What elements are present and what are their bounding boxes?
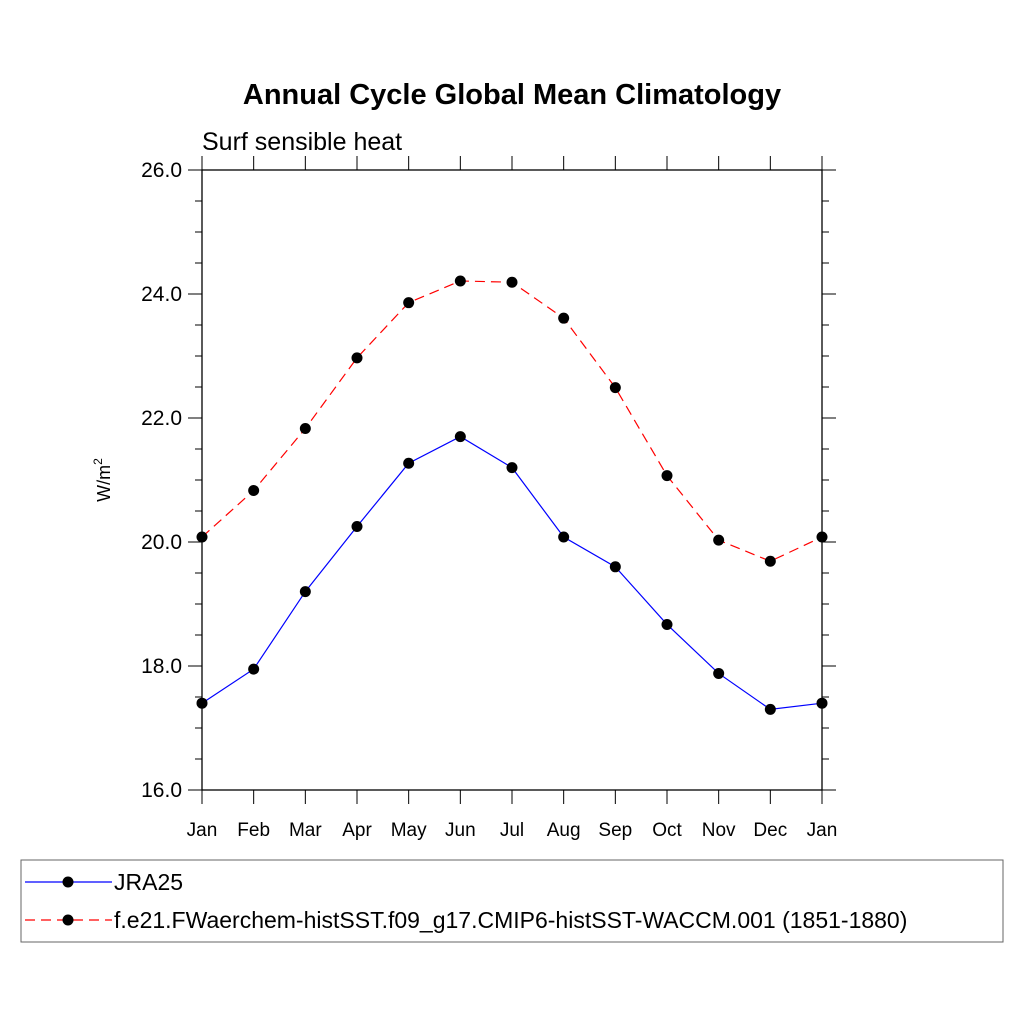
legend-box [20, 859, 1004, 943]
data-point-series-1 [299, 586, 311, 598]
x-tick-label: Jan [187, 820, 218, 841]
data-point-series-1 [403, 457, 415, 469]
data-point-series-1 [764, 703, 776, 715]
y-tick-label: 24.0 [141, 283, 182, 306]
data-point-series-2 [196, 531, 208, 543]
data-point-series-2 [713, 534, 725, 546]
x-tick-label: Apr [342, 820, 372, 841]
x-tick-label: Sep [598, 820, 632, 841]
data-point-series-2 [609, 382, 621, 394]
x-tick-label: Oct [652, 820, 682, 841]
x-tick-label: Feb [237, 820, 270, 841]
data-point-series-2 [764, 555, 776, 567]
data-point-series-1 [506, 462, 518, 474]
x-tick-label: Dec [753, 820, 787, 841]
plot-frame [201, 169, 823, 791]
x-tick-label: Jan [807, 820, 838, 841]
legend-marker-2 [62, 914, 74, 926]
y-tick-labels: 16.0 18.0 20.0 22.0 24.0 26.0 [141, 159, 182, 802]
chart-subtitle: Surf sensible heat [202, 128, 402, 156]
data-point-series-2 [351, 352, 363, 364]
x-tick-label: Jul [500, 820, 524, 841]
series-line-2 [201, 280, 823, 562]
series-layer [196, 275, 828, 715]
y-tick-label: 16.0 [141, 779, 182, 802]
data-point-series-1 [351, 521, 363, 532]
x-tick-label: Aug [547, 820, 581, 841]
data-point-series-1 [454, 431, 466, 443]
data-point-series-1 [248, 663, 260, 675]
y-axis-title: W/m2 [91, 458, 114, 502]
ticks-layer [188, 156, 836, 804]
data-point-series-1 [661, 618, 673, 630]
data-point-series-2 [816, 531, 828, 543]
data-point-series-1 [609, 561, 621, 573]
y-tick-label: 26.0 [141, 159, 182, 182]
legend-label-1: JRA25 [114, 869, 183, 895]
data-point-series-2 [248, 485, 260, 497]
legend-marker-1 [62, 876, 74, 888]
y-tick-label: 20.0 [141, 531, 182, 554]
data-point-series-2 [299, 423, 311, 435]
x-tick-label: Nov [702, 820, 736, 841]
x-tick-label: Mar [289, 820, 322, 841]
x-tick-label: Jun [445, 820, 476, 841]
series-line-1 [201, 435, 823, 711]
data-point-series-2 [558, 312, 570, 324]
data-point-series-2 [661, 470, 673, 482]
data-point-series-1 [713, 667, 725, 679]
svg-text:W/m2: W/m2 [91, 458, 114, 502]
data-point-series-2 [403, 297, 415, 309]
y-tick-label: 18.0 [141, 655, 182, 678]
y-axis-title-base: W/m [94, 465, 114, 502]
legend-label-2: f.e21.FWaerchem-histSST.f09_g17.CMIP6-hi… [114, 907, 907, 933]
data-point-series-1 [558, 531, 570, 543]
chart-title: Annual Cycle Global Mean Climatology [243, 79, 781, 111]
x-tick-label: May [391, 820, 427, 841]
data-point-series-1 [816, 697, 828, 709]
data-point-series-1 [196, 697, 208, 709]
legend: JRA25 f.e21.FWaerchem-histSST.f09_g17.CMI… [25, 869, 907, 933]
data-point-series-2 [454, 275, 466, 287]
y-tick-label: 22.0 [141, 407, 182, 430]
x-tick-labels: Jan Feb Mar Apr May Jun Jul Aug Sep Oct Nov Dec Jan [187, 820, 838, 841]
data-point-series-2 [506, 276, 518, 288]
y-axis-title-superscript: 2 [91, 458, 105, 465]
